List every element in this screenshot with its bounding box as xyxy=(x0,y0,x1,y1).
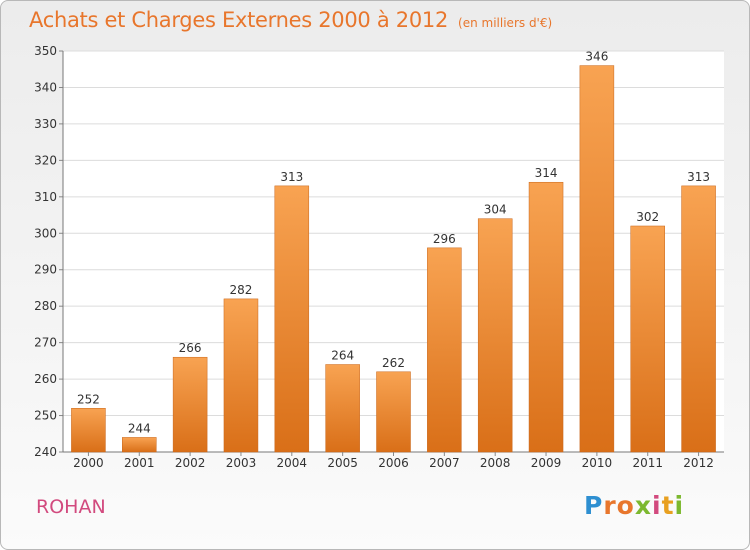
place-name: ROHAN xyxy=(36,496,106,518)
bar-value-label: 302 xyxy=(636,210,659,224)
logo-letter: i xyxy=(674,491,685,520)
y-tick-label: 260 xyxy=(34,372,57,386)
x-tick-label: 2012 xyxy=(683,456,714,470)
bar-2010 xyxy=(579,65,615,453)
bar-value-label: 314 xyxy=(535,166,558,180)
x-tick-label: 2009 xyxy=(531,456,562,470)
chart-title-text: Achats et Charges Externes 2000 à 2012 xyxy=(29,8,449,32)
bar-value-label: 252 xyxy=(77,392,100,406)
x-tick-label: 2010 xyxy=(582,456,613,470)
bar-value-label: 313 xyxy=(280,170,303,184)
y-tick-label: 310 xyxy=(34,190,57,204)
y-tick-label: 250 xyxy=(34,409,57,423)
logo-letter: i xyxy=(652,491,662,520)
bar-value-label: 262 xyxy=(382,356,405,370)
x-tick-label: 2005 xyxy=(327,456,358,470)
bar-2011 xyxy=(630,225,665,453)
x-tick-label: 2000 xyxy=(73,456,104,470)
x-tick-label: 2001 xyxy=(124,456,155,470)
bar-2003 xyxy=(223,298,259,453)
bar-value-label: 264 xyxy=(331,349,354,363)
y-tick-label: 340 xyxy=(34,80,57,94)
chart-subtitle: (en milliers d'€) xyxy=(458,16,553,30)
logo-letter: r xyxy=(603,491,617,520)
bar-2005 xyxy=(325,364,360,453)
bar-2012 xyxy=(681,185,716,453)
bar-2002 xyxy=(172,356,208,453)
bar-value-label: 282 xyxy=(230,283,253,297)
logo-letter: o xyxy=(616,491,635,520)
bar-2009 xyxy=(528,181,564,453)
y-tick-label: 270 xyxy=(34,336,57,350)
bar-2006 xyxy=(376,371,411,453)
y-tick-label: 280 xyxy=(34,299,57,313)
bar-2007 xyxy=(427,247,462,453)
logo-letter: P xyxy=(584,491,604,520)
bar-value-label: 346 xyxy=(585,50,608,64)
bar-2000 xyxy=(71,408,106,453)
bar-value-label: 313 xyxy=(687,170,710,184)
chart-title: Achats et Charges Externes 2000 à 2012 (e… xyxy=(29,8,552,32)
bar-2008 xyxy=(477,218,513,453)
x-tick-label: 2008 xyxy=(480,456,511,470)
x-tick-label: 2006 xyxy=(378,456,409,470)
bar-2001 xyxy=(122,437,157,453)
bar-value-label: 266 xyxy=(179,341,202,355)
y-tick-label: 240 xyxy=(34,445,57,459)
bar-value-label: 244 xyxy=(128,421,151,435)
bar-value-label: 304 xyxy=(484,203,507,217)
logo-letter: t xyxy=(661,491,675,520)
x-tick-label: 2011 xyxy=(632,456,663,470)
x-tick-label: 2007 xyxy=(429,456,460,470)
y-tick-label: 320 xyxy=(34,153,57,167)
y-tick-label: 290 xyxy=(34,263,57,277)
x-tick-label: 2003 xyxy=(226,456,257,470)
y-tick-label: 300 xyxy=(34,226,57,240)
y-tick-label: 350 xyxy=(34,44,57,58)
x-tick-label: 2002 xyxy=(175,456,206,470)
proxiti-logo[interactable]: Proxiti xyxy=(584,491,684,520)
bar-2004 xyxy=(274,185,310,453)
logo-letter: x xyxy=(634,491,652,520)
x-tick-label: 2004 xyxy=(277,456,308,470)
y-tick-label: 330 xyxy=(34,117,57,131)
bar-value-label: 296 xyxy=(433,232,456,246)
